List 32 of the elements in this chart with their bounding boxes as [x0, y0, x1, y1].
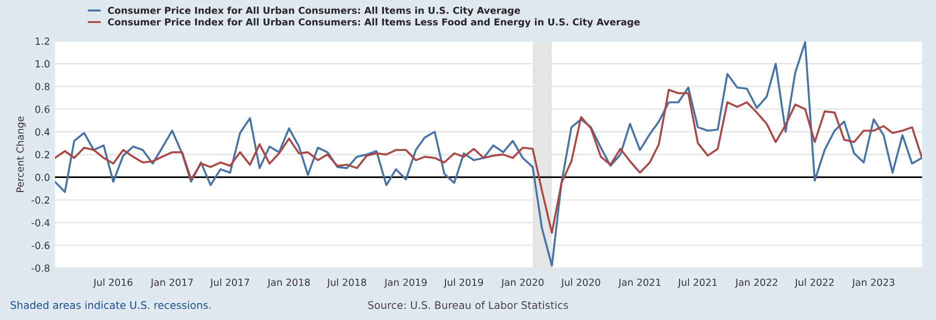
- y-tick-label: 0.0: [35, 174, 50, 182]
- y-tick-label: 1.2: [36, 37, 50, 45]
- legend-label: Consumer Price Index for All Urban Consumers: All Items in U.S. City Average: [108, 6, 520, 16]
- x-tick-label: Jan 2017: [150, 278, 193, 288]
- y-tick-label: -0.6: [32, 242, 50, 250]
- y-tick-label: -0.8: [32, 264, 50, 272]
- x-tick-label: Jan 2018: [267, 278, 310, 288]
- line-series: [55, 41, 922, 267]
- x-tick-label: Jan 2021: [618, 278, 660, 288]
- y-axis-title: Percent Change: [16, 116, 26, 192]
- y-tick-label: 0.4: [35, 128, 50, 136]
- x-tick-label: Jul 2017: [210, 278, 250, 288]
- x-tick-label: Jul 2016: [92, 278, 132, 288]
- y-tick-label: -0.4: [32, 219, 50, 226]
- x-tick-label: Jan 2019: [384, 278, 427, 288]
- y-tick-label: 1.0: [36, 60, 50, 68]
- x-tick-label: Jan 2023: [852, 278, 894, 288]
- legend-label: Consumer Price Index for All Urban Consumers: All Items Less Food and Energy in U.S. City Average: [108, 18, 640, 28]
- x-tick-label: Jul 2022: [794, 278, 834, 288]
- x-tick-label: Jul 2021: [678, 278, 717, 288]
- x-tick-label: Jan 2022: [734, 278, 778, 288]
- text: Shaded areas indicate U.S. recessions.: [10, 300, 211, 310]
- x-tick-label: Jul 2019: [444, 278, 483, 288]
- y-tick-label: -0.2: [32, 196, 50, 204]
- x-tick-label: Jan 2020: [500, 278, 544, 288]
- x-tick-label: Jul 2020: [560, 278, 600, 288]
- source-note: Source: U.S. Bureau of Labor Statistics: [368, 300, 568, 310]
- y-tick-label: 0.2: [35, 150, 50, 158]
- line-series: [55, 88, 922, 234]
- x-tick-label: Jul 2018: [326, 278, 366, 288]
- y-tick-label: 0.6: [35, 106, 50, 113]
- y-tick-label: 0.8: [35, 82, 50, 90]
